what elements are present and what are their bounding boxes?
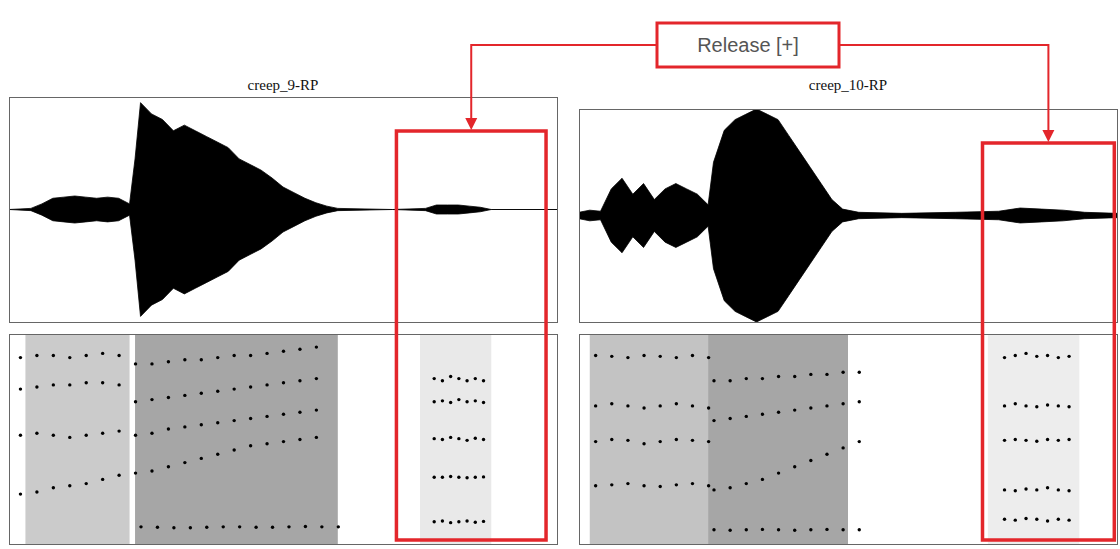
html-text:creep_9-RP: creep_9-RP [247,77,319,93]
svg-text:Release [+]: Release [+] [697,34,799,56]
html-text:creep_10-RP: creep_10-RP [808,77,888,93]
